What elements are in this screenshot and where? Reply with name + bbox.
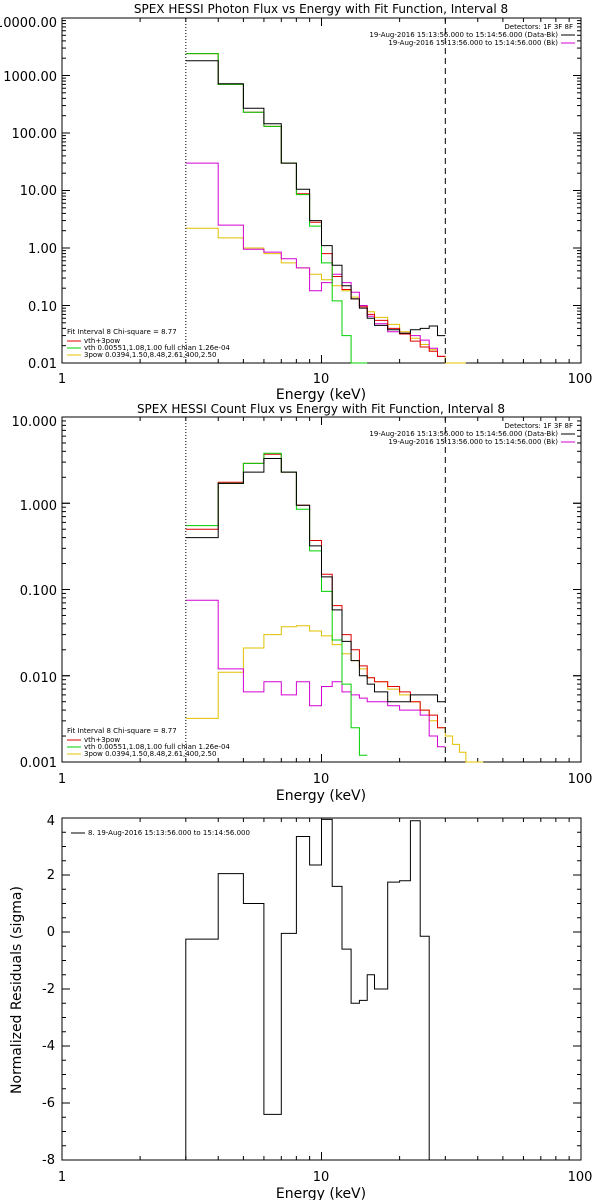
photon-series-bk — [185, 162, 446, 357]
photon-y-tick-label: 10000.00 — [0, 16, 57, 31]
count-fit-text: Fit Interval 8 Chi-square = 8.77 — [67, 727, 177, 735]
count-series-vth-3pow — [185, 453, 446, 729]
count-legend-3pow-label: 3pow 0.0394,1.50,8.48,2.61,400,2.50 — [84, 750, 216, 758]
photon-legend-bk-label: 19-Aug-2016 15:13:56.000 to 15:14:56.000… — [388, 39, 558, 47]
photon-reference-lines — [185, 18, 446, 363]
residuals-ticks — [61, 817, 582, 1161]
count-legend-total-label: vth+3pow — [84, 736, 120, 744]
photon-panel-title: SPEX HESSI Photon Flux vs Energy with Fi… — [134, 2, 508, 16]
photon-series — [185, 53, 466, 364]
photon-legend-3pow-label: 3pow 0.0394,1.50,8.48,2.61,400,2.50 — [84, 351, 216, 359]
count-y-tick-label: 1.000 — [20, 499, 57, 514]
residuals-y-tick-label: 4 — [47, 814, 55, 829]
count-y-tick-label: 0.001 — [20, 756, 57, 771]
photon-y-tick-label: 0.01 — [28, 357, 57, 372]
photon-y-tick-label: 100.00 — [12, 127, 58, 142]
photon-x-tick-label: 1 — [58, 372, 66, 387]
count-panel-title: SPEX HESSI Count Flux vs Energy with Fit… — [137, 402, 505, 416]
count-x-axis-label: Energy (keV) — [276, 788, 366, 804]
count-series — [185, 452, 484, 763]
count-x-tick-label: 100 — [568, 772, 593, 787]
count-legend-bk-label: 19-Aug-2016 15:13:56.000 to 15:14:56.000… — [388, 438, 558, 446]
residuals-y-tick-label: -2 — [42, 982, 55, 997]
photon-series-3pow — [185, 227, 466, 364]
photon-detectors-text: Detectors: 1F 3F 8F — [504, 23, 573, 31]
photon-plot-frame — [61, 17, 582, 364]
residuals-plot-frame — [61, 817, 582, 1161]
count-series-data-bk — [185, 458, 446, 703]
residuals-legend-label: 8. 19-Aug-2016 15:13:56.000 to 15:14:56.… — [88, 829, 250, 837]
photon-x-axis-label: Energy (keV) — [276, 387, 366, 403]
photon-ticks — [61, 17, 582, 364]
photon-legend-data-label: 19-Aug-2016 15:13:56.000 to 15:14:56.000… — [369, 31, 558, 39]
residuals-x-tick-label: 100 — [568, 1170, 593, 1185]
count-series-3pow — [185, 625, 484, 763]
residuals-y-tick-label: 2 — [47, 868, 55, 883]
residuals-y-tick-label: -6 — [42, 1096, 55, 1111]
photon-y-tick-label: 10.00 — [20, 184, 57, 199]
count-reference-lines — [185, 417, 446, 762]
residuals-y-axis-label: Normalized Residuals (sigma) — [9, 886, 25, 1094]
residuals-panel: -8 -6 -4 -2 0 2 4 1 10 100 Energy (keV) … — [9, 814, 592, 1200]
count-legend-vth-label: vth 0.00551,1.08,1.00 full chian 1.26e-0… — [84, 743, 230, 751]
residuals-series-residuals — [185, 818, 430, 1160]
count-y-tick-label: 0.100 — [20, 584, 57, 599]
photon-legend-total-label: vth+3pow — [84, 337, 120, 345]
count-y-tick-label: 10.000 — [12, 415, 58, 430]
photon-series-vth-3pow — [185, 53, 446, 357]
count-y-tick-label: 0.010 — [20, 671, 57, 686]
residuals-x-tick-label: 10 — [313, 1170, 330, 1185]
count-series-vth — [185, 452, 368, 756]
residuals-x-axis-label: Energy (keV) — [276, 1186, 366, 1200]
photon-flux-panel: SPEX HESSI Photon Flux vs Energy with Fi… — [0, 2, 592, 403]
count-detectors-text: Detectors: 1F 3F 8F — [504, 422, 573, 430]
residuals-y-tick-label: 0 — [47, 925, 55, 940]
photon-legend-vth-label: vth 0.00551,1.08,1.00 full chian 1.26e-0… — [84, 344, 230, 352]
photon-y-tick-label: 1.00 — [28, 242, 57, 257]
residuals-y-tick-label: -4 — [42, 1039, 55, 1054]
photon-x-tick-label: 100 — [568, 372, 593, 387]
residuals-y-tick-label: -8 — [42, 1153, 55, 1168]
photon-x-tick-label: 10 — [313, 372, 330, 387]
count-flux-panel: SPEX HESSI Count Flux vs Energy with Fit… — [12, 402, 593, 804]
count-x-tick-label: 10 — [313, 772, 330, 787]
count-legend-data-label: 19-Aug-2016 15:13:56.000 to 15:14:56.000… — [369, 430, 558, 438]
residuals-x-tick-label: 1 — [58, 1170, 66, 1185]
count-series-bk — [185, 599, 446, 748]
photon-y-tick-label: 1000.00 — [3, 70, 57, 85]
photon-series-vth — [185, 53, 368, 364]
photon-fit-text: Fit Interval 8 Chi-square = 8.77 — [67, 328, 177, 336]
count-x-tick-label: 1 — [58, 772, 66, 787]
residuals-series — [185, 818, 430, 1160]
photon-series-data-bk — [185, 60, 446, 337]
count-ticks — [61, 416, 582, 763]
photon-y-tick-label: 0.10 — [28, 300, 57, 315]
